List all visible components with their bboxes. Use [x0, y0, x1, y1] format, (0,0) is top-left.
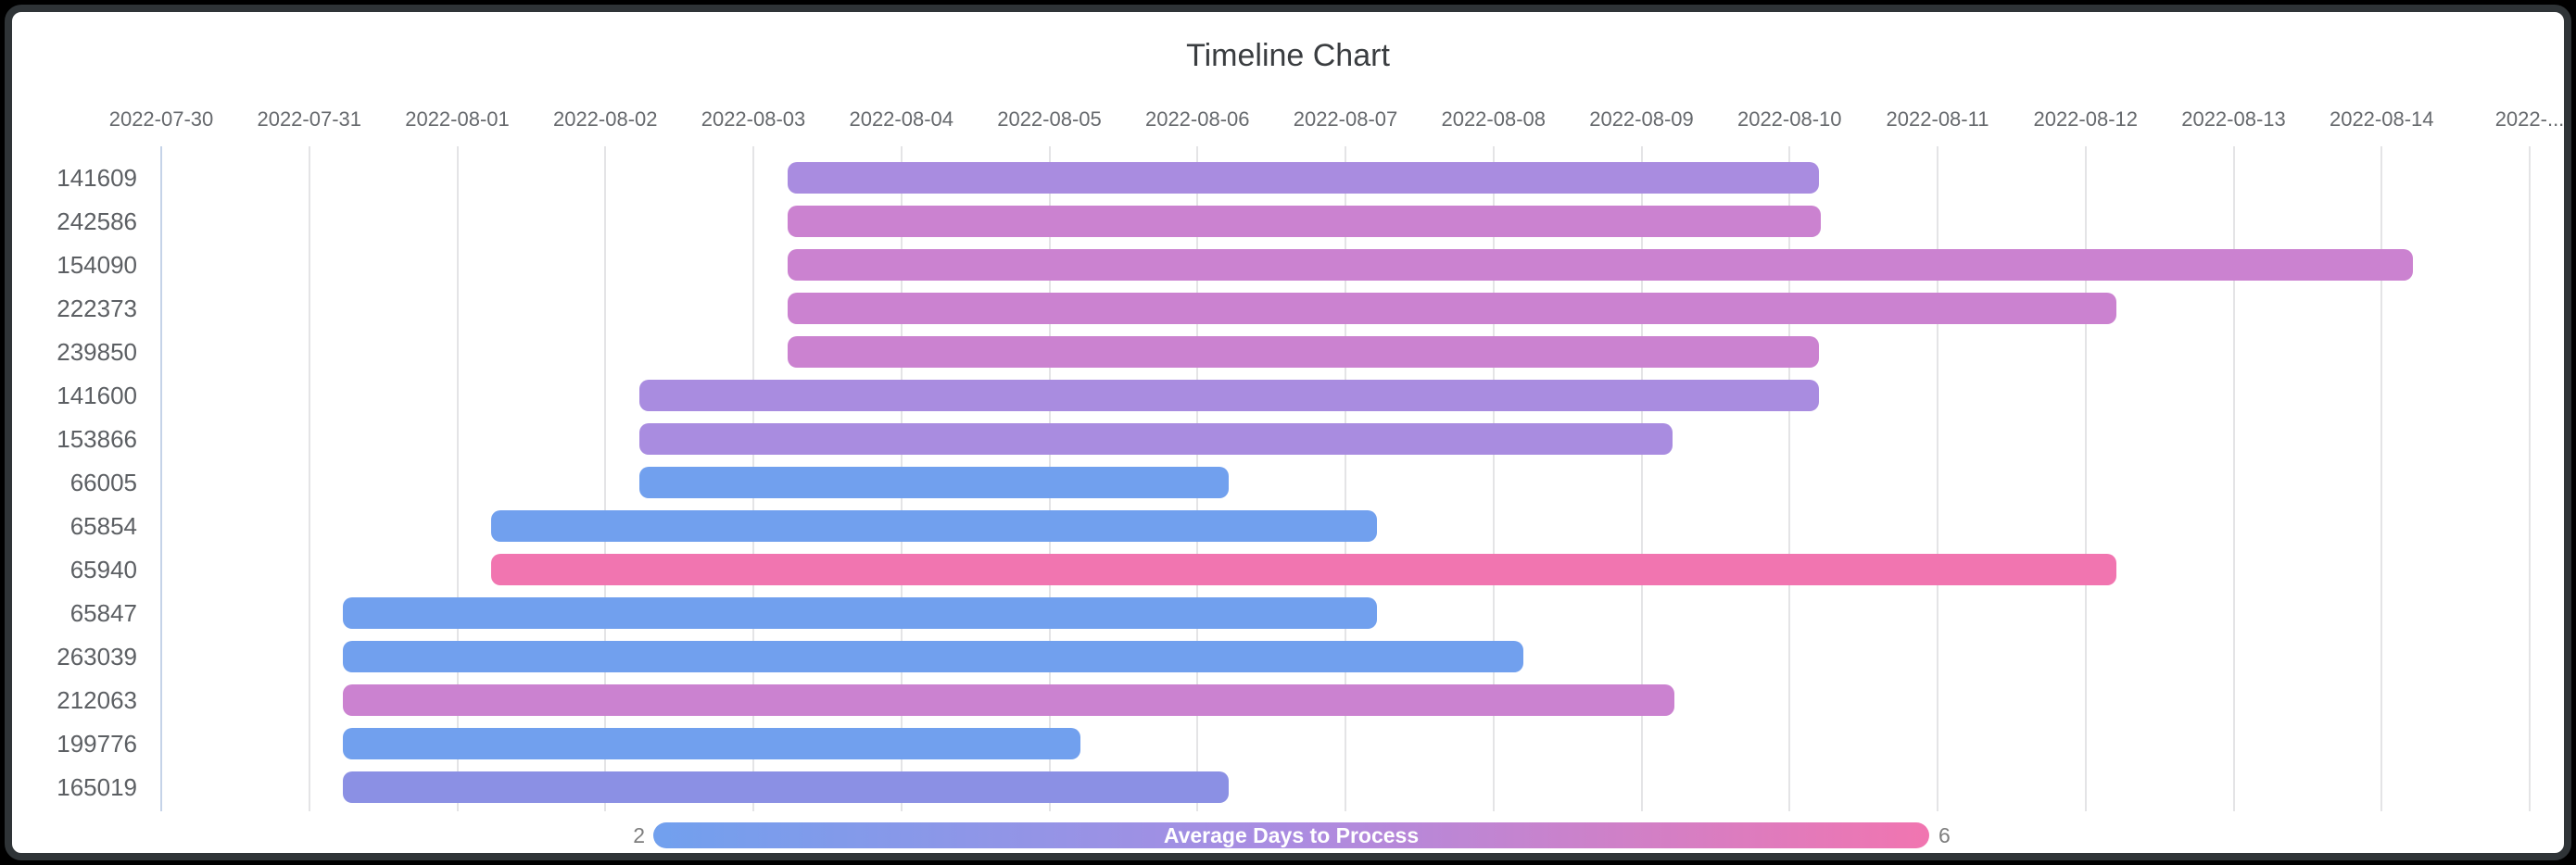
- x-axis-tick-label: 2022-08-04: [849, 107, 954, 131]
- x-axis-tick-label: 2022-08-09: [1589, 107, 1694, 131]
- legend-gradient-bar: Average Days to Process: [653, 822, 1929, 848]
- legend-max-value: 6: [1938, 823, 1951, 847]
- timeline-bar[interactable]: [343, 684, 1674, 716]
- y-axis-row-label: 66005: [69, 469, 137, 496]
- timeline-bar[interactable]: [638, 467, 1229, 498]
- y-axis-row-label: 242586: [57, 207, 137, 235]
- timeline-bar[interactable]: [638, 380, 1820, 411]
- timeline-bar[interactable]: [343, 771, 1229, 803]
- y-axis-row-label: 263039: [57, 643, 137, 671]
- legend-title: Average Days to Process: [1163, 823, 1420, 847]
- x-axis-tick-label: 2022-07-31: [257, 107, 362, 131]
- y-axis-row-label: 165019: [57, 773, 137, 801]
- gridline: [160, 146, 162, 811]
- x-axis-tick-label: 2022-08-11: [1886, 107, 1989, 131]
- y-axis-row-label: 154090: [57, 251, 137, 279]
- gridline: [1492, 146, 1495, 811]
- y-axis-row-label: 212063: [57, 686, 137, 714]
- y-axis-row-label: 199776: [57, 730, 137, 758]
- gridline: [1345, 146, 1346, 811]
- x-axis-tick-label: 2022-08-08: [1441, 107, 1547, 131]
- y-axis-row-label: 141600: [57, 382, 137, 409]
- y-axis-row-label: 141609: [57, 164, 137, 192]
- timeline-bar[interactable]: [787, 293, 2117, 324]
- gridline: [308, 146, 310, 811]
- gridline: [2380, 146, 2383, 811]
- x-axis-tick-label: 2022-08-06: [1144, 107, 1250, 131]
- timeline-bar[interactable]: [638, 423, 1673, 455]
- gridline: [1788, 146, 1791, 811]
- y-axis-row-label: 239850: [57, 338, 137, 366]
- x-axis-tick-label: 2022-08-14: [2329, 107, 2434, 131]
- timeline-bar[interactable]: [491, 554, 2117, 585]
- x-axis-tick-label: 2022-08-01: [405, 107, 510, 131]
- gridline: [2529, 146, 2531, 811]
- gridline: [2084, 146, 2087, 811]
- y-axis-row-label: 153866: [57, 425, 137, 453]
- y-axis-row-label: 65940: [69, 556, 137, 583]
- x-axis-tick-label: 2022-08-07: [1293, 107, 1398, 131]
- x-axis-tick-label: 2022-08-10: [1736, 107, 1842, 131]
- gridline: [1640, 146, 1643, 811]
- y-axis-row-label: 65854: [69, 512, 137, 540]
- timeline-bar[interactable]: [343, 728, 1081, 759]
- y-axis-row-label: 65847: [69, 599, 137, 627]
- x-axis-tick-label: 2022-08-05: [997, 107, 1102, 131]
- x-axis: 2022-07-30 2022-07-31 2022-08-01 2022-08-02…: [13, 100, 2563, 141]
- gridline: [1937, 146, 1938, 811]
- legend-min-value: 2: [633, 823, 645, 847]
- x-axis-tick-label: 2022-...: [2494, 107, 2563, 131]
- timeline-bar[interactable]: [787, 162, 1820, 194]
- gridline: [2232, 146, 2235, 811]
- x-axis-tick-label: 2022-08-13: [2181, 107, 2286, 131]
- x-axis-tick-label: 2022-08-03: [701, 107, 806, 131]
- timeline-bar[interactable]: [491, 510, 1377, 542]
- timeline-bar[interactable]: [787, 249, 2413, 281]
- timeline-bar[interactable]: [787, 206, 1821, 237]
- gridline: [604, 146, 607, 811]
- x-axis-tick-label: 2022-08-02: [552, 107, 658, 131]
- chart-title: Timeline Chart: [1186, 38, 1390, 73]
- timeline-bar[interactable]: [787, 336, 1820, 368]
- timeline-bar[interactable]: [343, 641, 1523, 672]
- timeline-bar[interactable]: [343, 597, 1377, 629]
- y-axis-row-label: 222373: [57, 295, 137, 322]
- x-axis-tick-label: 2022-07-30: [108, 107, 214, 131]
- x-axis-tick-label: 2022-08-12: [2033, 107, 2139, 131]
- gridline: [456, 146, 459, 811]
